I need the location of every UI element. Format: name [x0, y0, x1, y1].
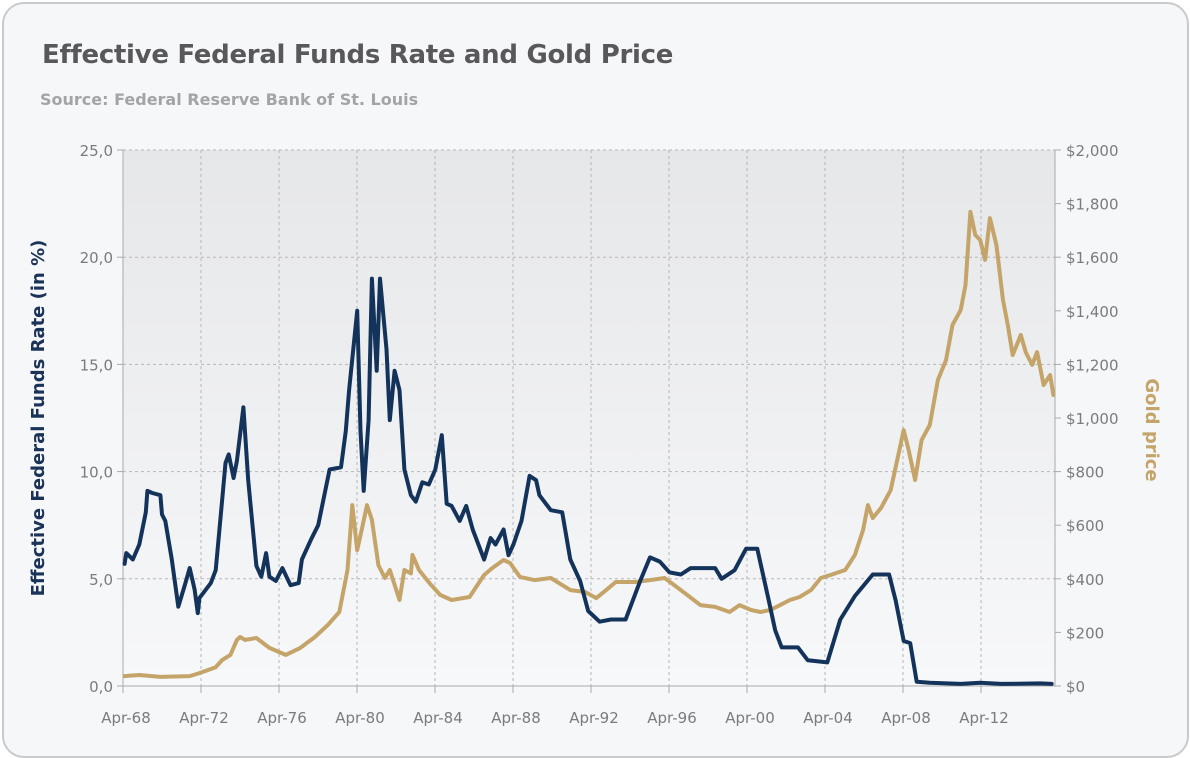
gold-price-line — [122, 209, 1056, 679]
y2-tick-label: $600 — [1066, 517, 1104, 535]
series-lines — [122, 209, 1056, 686]
x-tick-label: Apr-80 — [335, 709, 385, 727]
chart-subtitle: Source: Federal Reserve Bank of St. Loui… — [40, 90, 419, 109]
y-tick-label: 25,0 — [80, 142, 113, 160]
x-tick-label: Apr-96 — [647, 709, 697, 727]
y-axis-label: Effective Federal Funds Rate (in %) — [28, 240, 49, 597]
y2-tick-label: $1,600 — [1066, 249, 1119, 267]
y2-axis-label: Gold price — [1141, 378, 1162, 481]
x-tick-label: Apr-68 — [101, 709, 151, 727]
x-tick-label: Apr-84 — [413, 709, 463, 727]
y2-tick-label: $1,800 — [1066, 196, 1119, 214]
x-tick-label: Apr-00 — [725, 709, 775, 727]
y-tick-label: 5,0 — [89, 571, 113, 589]
x-tick-label: Apr-12 — [959, 709, 1009, 727]
y2-tick-label: $0 — [1066, 678, 1085, 696]
fed-funds-rate-line — [122, 276, 1054, 686]
y-tick-label: 20,0 — [80, 249, 113, 267]
x-tick-label: Apr-08 — [881, 709, 931, 727]
y-tick-label: 10,0 — [80, 464, 113, 482]
y-tick-label: 15,0 — [80, 356, 113, 374]
x-tick-label: Apr-76 — [257, 709, 307, 727]
y-tick-label: 0,0 — [89, 678, 113, 696]
x-tick-label: Apr-92 — [569, 709, 619, 727]
chart-title: Effective Federal Funds Rate and Gold Pr… — [42, 40, 674, 70]
tick-labels: 0,0 5,0 10,0 15,0 20,0 25,0 $0 $200 $400 $600 $800… — [80, 142, 1119, 727]
y2-tick-label: $2,000 — [1066, 142, 1119, 160]
y2-tick-label: $1,200 — [1066, 356, 1119, 374]
y2-tick-label: $200 — [1066, 624, 1104, 642]
y2-tick-label: $800 — [1066, 464, 1104, 482]
axes — [117, 149, 1061, 693]
x-tick-label: Apr-72 — [179, 709, 229, 727]
y2-tick-label: $1,400 — [1066, 303, 1119, 321]
plot-area — [123, 150, 1055, 686]
y2-tick-label: $400 — [1066, 571, 1104, 589]
y2-tick-label: $1,000 — [1066, 410, 1119, 428]
x-tick-label: Apr-88 — [491, 709, 541, 727]
x-tick-label: Apr-04 — [803, 709, 853, 727]
